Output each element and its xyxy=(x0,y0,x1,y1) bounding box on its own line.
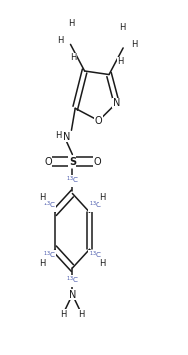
Text: H: H xyxy=(131,40,137,49)
Text: H: H xyxy=(57,36,63,45)
Text: S: S xyxy=(69,157,76,166)
Text: H: H xyxy=(39,259,45,268)
Text: H: H xyxy=(119,23,125,32)
Text: N: N xyxy=(69,290,76,300)
Text: $^{13}$C: $^{13}$C xyxy=(89,200,102,211)
Text: $^{13}$C: $^{13}$C xyxy=(43,200,56,211)
Text: H: H xyxy=(55,131,61,140)
Text: O: O xyxy=(95,116,102,126)
Text: O: O xyxy=(93,157,101,166)
Text: $^{13}$C: $^{13}$C xyxy=(66,175,79,186)
Text: N: N xyxy=(63,132,70,142)
Text: H: H xyxy=(99,193,106,202)
Text: O: O xyxy=(44,157,52,166)
Text: $^{13}$C: $^{13}$C xyxy=(43,250,56,261)
Text: H: H xyxy=(70,53,77,62)
Text: $^{13}$C: $^{13}$C xyxy=(66,275,79,286)
Text: H: H xyxy=(39,193,45,202)
Text: H: H xyxy=(79,310,85,319)
Text: H: H xyxy=(117,57,124,66)
Text: N: N xyxy=(113,98,120,108)
Text: H: H xyxy=(60,310,66,319)
Text: $^{13}$C: $^{13}$C xyxy=(89,250,102,261)
Text: H: H xyxy=(99,259,106,268)
Text: H: H xyxy=(68,19,75,28)
